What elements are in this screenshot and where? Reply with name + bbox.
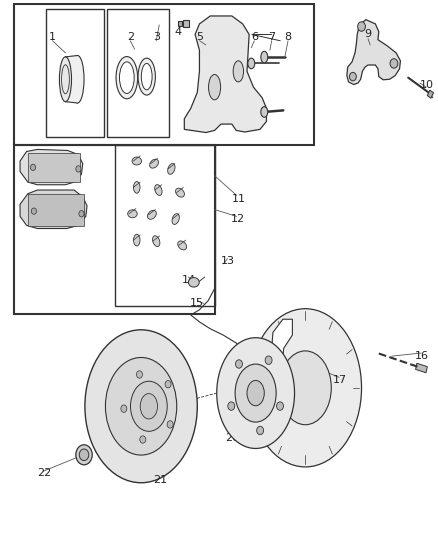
- Text: 6: 6: [251, 32, 258, 42]
- Ellipse shape: [128, 210, 137, 217]
- Text: 7: 7: [268, 32, 275, 42]
- Ellipse shape: [350, 72, 357, 81]
- Ellipse shape: [116, 56, 138, 99]
- Ellipse shape: [60, 57, 71, 102]
- Ellipse shape: [176, 188, 184, 197]
- Ellipse shape: [261, 107, 268, 117]
- Ellipse shape: [138, 58, 155, 95]
- Bar: [184, 20, 189, 27]
- Ellipse shape: [137, 371, 142, 378]
- Ellipse shape: [85, 330, 197, 483]
- Ellipse shape: [71, 55, 84, 103]
- Ellipse shape: [121, 405, 127, 413]
- Ellipse shape: [132, 157, 141, 165]
- Ellipse shape: [257, 426, 264, 435]
- Ellipse shape: [76, 166, 81, 172]
- Ellipse shape: [134, 182, 140, 193]
- Ellipse shape: [390, 59, 398, 68]
- Ellipse shape: [79, 211, 84, 217]
- Text: 21: 21: [153, 475, 168, 485]
- Ellipse shape: [233, 61, 244, 82]
- Ellipse shape: [31, 208, 36, 214]
- Bar: [106, 9, 169, 138]
- Ellipse shape: [76, 445, 92, 465]
- Bar: [28, 194, 84, 226]
- Text: 15: 15: [190, 298, 204, 309]
- Polygon shape: [347, 20, 400, 85]
- Text: 17: 17: [333, 375, 347, 385]
- Ellipse shape: [148, 211, 156, 219]
- Text: 20: 20: [225, 433, 239, 443]
- Text: 14: 14: [182, 274, 196, 285]
- Ellipse shape: [178, 241, 187, 250]
- Ellipse shape: [236, 360, 242, 368]
- Text: 22: 22: [37, 469, 51, 478]
- Polygon shape: [270, 319, 293, 425]
- Text: 12: 12: [231, 214, 245, 224]
- Ellipse shape: [261, 51, 268, 63]
- Ellipse shape: [172, 214, 179, 224]
- Bar: [427, 90, 434, 98]
- Ellipse shape: [155, 184, 162, 196]
- Bar: [65, 55, 78, 103]
- Ellipse shape: [276, 402, 283, 410]
- Ellipse shape: [249, 309, 361, 467]
- Ellipse shape: [167, 421, 173, 428]
- Text: 9: 9: [364, 29, 371, 39]
- Ellipse shape: [106, 358, 177, 455]
- Bar: [178, 21, 182, 26]
- Bar: [416, 363, 427, 373]
- Text: 13: 13: [221, 256, 234, 266]
- Ellipse shape: [150, 159, 159, 168]
- Ellipse shape: [217, 338, 294, 448]
- Ellipse shape: [358, 22, 365, 31]
- Ellipse shape: [247, 381, 264, 406]
- Ellipse shape: [165, 381, 171, 388]
- Ellipse shape: [265, 356, 272, 365]
- Ellipse shape: [134, 235, 140, 246]
- Text: 5: 5: [196, 32, 203, 42]
- Bar: [115, 145, 215, 306]
- Ellipse shape: [248, 58, 255, 69]
- Bar: [14, 145, 215, 314]
- Ellipse shape: [131, 381, 167, 431]
- Polygon shape: [20, 149, 83, 185]
- Text: 3: 3: [153, 32, 160, 42]
- Ellipse shape: [188, 278, 199, 287]
- Ellipse shape: [140, 436, 146, 443]
- Text: 11: 11: [231, 194, 245, 204]
- Ellipse shape: [141, 63, 152, 90]
- Text: 1: 1: [49, 32, 56, 42]
- Text: 8: 8: [285, 32, 292, 42]
- Ellipse shape: [168, 164, 175, 174]
- Bar: [28, 153, 80, 182]
- Ellipse shape: [120, 62, 134, 93]
- Ellipse shape: [208, 75, 221, 100]
- Polygon shape: [184, 16, 266, 133]
- Ellipse shape: [228, 402, 235, 410]
- Ellipse shape: [279, 351, 331, 425]
- Ellipse shape: [79, 449, 89, 461]
- Ellipse shape: [30, 164, 35, 171]
- Text: 2: 2: [127, 32, 134, 42]
- Bar: [46, 9, 104, 138]
- Text: 10: 10: [419, 79, 433, 90]
- Text: 16: 16: [415, 351, 429, 361]
- Text: 4: 4: [174, 27, 181, 37]
- Text: 18: 18: [259, 416, 273, 425]
- Ellipse shape: [235, 364, 276, 422]
- Ellipse shape: [140, 393, 158, 419]
- Bar: [14, 4, 314, 145]
- Ellipse shape: [152, 236, 160, 247]
- Polygon shape: [20, 190, 87, 229]
